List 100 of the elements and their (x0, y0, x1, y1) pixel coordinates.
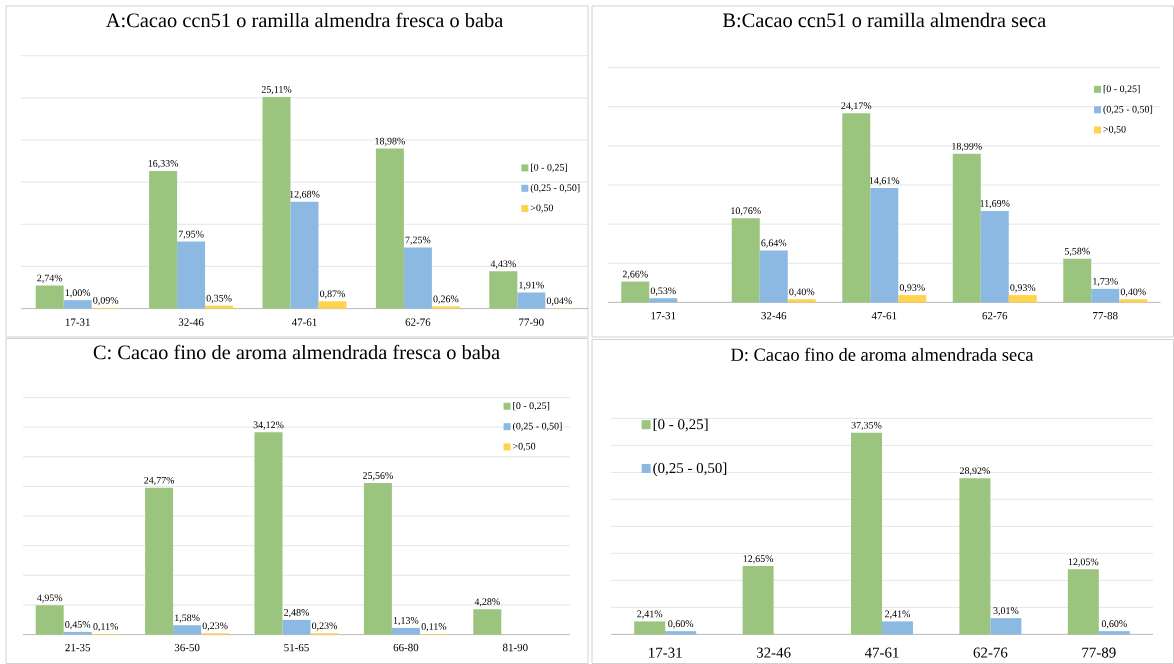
bar (649, 298, 678, 303)
chart-title: B:Cacao ccn51 o ramilla almendra seca (722, 12, 1046, 28)
legend-label: (0,25 - 0,50] (512, 422, 562, 432)
bar (363, 483, 392, 635)
bar (403, 247, 432, 309)
data-label: 1,73% (1093, 278, 1118, 287)
x-tick-label: 81-90 (502, 643, 528, 652)
x-tick-label: 66-80 (393, 643, 419, 652)
bar (254, 432, 283, 635)
data-label: 10,76% (731, 207, 761, 216)
x-tick-label: 17-31 (651, 311, 676, 320)
data-label: 25,11% (261, 86, 292, 95)
bar (375, 148, 404, 309)
data-label: 1,91% (519, 281, 544, 290)
legend-label: (0,25 - 0,50] (653, 462, 727, 477)
data-label: 0,87% (320, 290, 346, 299)
data-label: 1,58% (175, 614, 200, 623)
data-label: 34,12% (253, 421, 284, 430)
legend-label: >0,50 (1103, 125, 1126, 135)
x-tick-label: 77-89 (1082, 647, 1116, 658)
data-label: 0,26% (433, 295, 459, 304)
x-tick-label: 62-76 (973, 647, 1008, 658)
bar (149, 170, 178, 309)
data-label: 0,45% (65, 621, 91, 630)
data-label: 24,77% (144, 476, 175, 486)
x-tick-label: 32-46 (756, 647, 791, 658)
data-label: 37,35% (851, 421, 882, 431)
data-label: 0,93% (1010, 284, 1036, 293)
data-label: 2,48% (284, 609, 310, 618)
bar (473, 609, 502, 635)
bar (980, 210, 1009, 303)
bar (959, 478, 991, 635)
bar (787, 299, 816, 303)
data-label: 0,23% (202, 622, 228, 631)
data-label: 0,40% (789, 288, 815, 297)
bar (517, 292, 546, 309)
bar (1098, 631, 1130, 635)
bar (1091, 288, 1120, 303)
data-label: 0,09% (93, 296, 119, 306)
data-label: 11,69% (980, 200, 1010, 209)
data-label: 0,60% (1101, 620, 1127, 629)
x-tick-label: 17-31 (649, 647, 682, 658)
data-label: 0,04% (546, 297, 572, 306)
data-label: 25,56% (362, 472, 393, 481)
bar (63, 631, 92, 635)
data-label: 2,66% (622, 270, 648, 279)
x-tick-label: 47-61 (291, 318, 317, 326)
data-label: 0,11% (421, 623, 447, 632)
data-label: 2,41% (885, 610, 911, 619)
bar (990, 618, 1022, 635)
bar (290, 201, 319, 309)
data-label: 1,00% (65, 289, 91, 298)
data-label: 0,60% (668, 620, 694, 629)
bar (262, 96, 291, 309)
chart-title: C: Cacao fino de aroma almendrada fresca o baba (93, 344, 500, 360)
data-label: 7,25% (405, 236, 431, 245)
bar (35, 285, 64, 309)
x-tick-label: 47-61 (864, 647, 899, 658)
bar (489, 271, 518, 309)
x-tick-label: 32-46 (178, 318, 204, 326)
data-label: 1,13% (393, 617, 419, 626)
x-tick-label: 62-76 (405, 318, 431, 326)
legend-label: [0 - 0,25] (531, 163, 567, 173)
chart-title: D: Cacao fino de aroma almendrada seca (731, 347, 1034, 362)
data-label: 3,01% (993, 607, 1019, 616)
bar (759, 250, 788, 303)
bar (177, 241, 206, 309)
data-label: 0,11% (93, 623, 119, 632)
data-label: 2,74% (37, 274, 63, 283)
data-label: 4,95% (37, 594, 63, 603)
bar (431, 306, 460, 309)
bar (391, 627, 420, 635)
legend-label: >0,50 (530, 204, 554, 213)
bar (318, 301, 347, 309)
data-label: 4,28% (474, 598, 500, 607)
legend-label: [0 - 0,25] (653, 418, 708, 432)
legend-label: [0 - 0,25] (513, 402, 550, 411)
data-label: 12,65% (743, 555, 774, 564)
chart-title: A:Cacao ccn51 o ramilla almendra fresca o baba (105, 12, 504, 28)
data-label: 14,61% (869, 177, 900, 186)
bar (145, 487, 174, 635)
x-tick-label: 36-50 (174, 643, 200, 652)
bar (173, 625, 202, 635)
bar (621, 281, 650, 303)
x-tick-label: 32-46 (761, 311, 787, 320)
data-label: 12,05% (1068, 558, 1099, 567)
data-label: 28,92% (959, 467, 990, 476)
data-label: 4,43% (490, 260, 516, 269)
bar (1008, 295, 1037, 303)
data-label: 0,40% (1120, 288, 1146, 297)
legend-label: (0,25 - 0,50] (1103, 105, 1153, 115)
data-label: 0,23% (312, 622, 338, 631)
bar (731, 218, 760, 303)
bar (1067, 569, 1099, 635)
x-tick-label: 62-76 (982, 311, 1008, 320)
data-label: 12,68% (290, 190, 320, 199)
legend-label: [0 - 0,25] (1103, 85, 1140, 94)
bar (882, 621, 914, 635)
bar (634, 621, 666, 635)
bar (851, 432, 883, 635)
